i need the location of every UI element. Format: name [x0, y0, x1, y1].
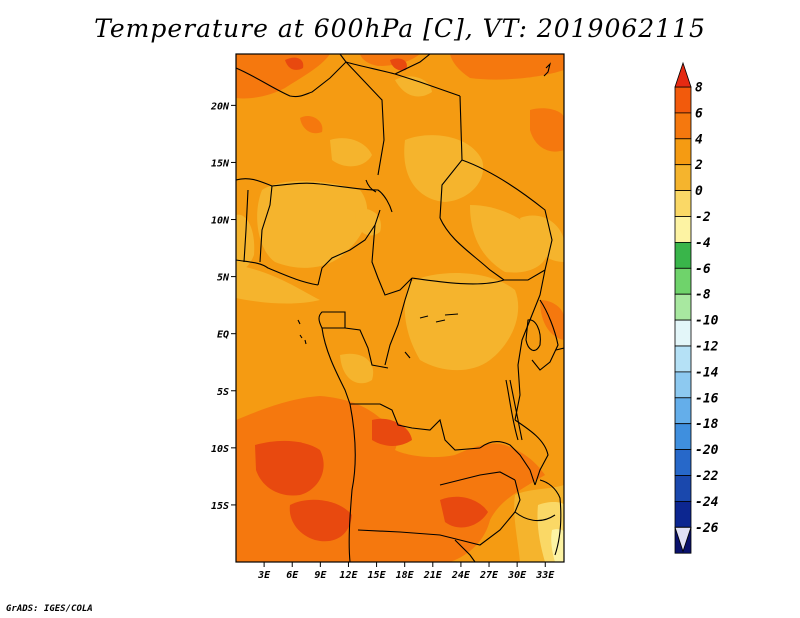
x-tick-label: 30E	[507, 570, 527, 581]
x-tick-label: 21E	[423, 570, 443, 581]
colorbar-segment	[674, 371, 692, 399]
colorbar-label: -8	[695, 288, 711, 303]
colorbar-segment	[674, 216, 692, 243]
colorbar-segment	[674, 190, 692, 217]
field-6-8-cores	[255, 57, 488, 542]
colorbar-label: -22	[695, 469, 719, 484]
colorbar-label: -24	[695, 495, 719, 510]
y-tick-label: EQ	[217, 330, 229, 341]
colorbar-segment	[674, 345, 692, 373]
colorbar-segment	[674, 138, 692, 166]
colorbar-segment	[674, 293, 692, 321]
colorbar-label: 8	[695, 81, 703, 96]
colorbar-label: -12	[695, 340, 719, 355]
colorbar-segment	[674, 475, 692, 502]
colorbar-label: -4	[695, 236, 711, 251]
colorbar-label: -26	[695, 521, 719, 536]
x-tick-label: 33E	[535, 570, 555, 581]
colorbar-label: -6	[695, 262, 711, 277]
colorbar-segment	[674, 86, 692, 114]
x-tick-label: 18E	[396, 570, 415, 581]
y-axis: 20N 15N 10N 5N EQ 5S 10S 15S	[210, 101, 236, 512]
x-tick-label: 15E	[368, 570, 387, 581]
colorbar-label: 0	[695, 184, 703, 199]
colorbar-segment	[674, 319, 692, 347]
credit-text: GrADS: IGES/COLA	[6, 604, 93, 614]
colorbar-segment	[674, 267, 692, 295]
colorbar-segment	[674, 397, 692, 425]
y-tick-label: 15N	[211, 158, 230, 169]
colorbar-label: -14	[695, 365, 719, 380]
colorbar-label: -10	[695, 314, 719, 329]
y-tick-label: 10S	[211, 444, 229, 455]
x-axis: 3E 6E 9E 12E 15E 18E 21E 24E 27E 30E 33E	[257, 562, 555, 581]
field-0-2-patches	[236, 76, 564, 384]
chart-title: Temperature at 600hPa [C], VT: 201906211…	[94, 14, 706, 43]
y-tick-label: 15S	[211, 501, 229, 512]
colorbar-label: -16	[695, 391, 719, 406]
colorbar-label: 2	[694, 158, 703, 173]
colorbar-label: -2	[695, 210, 711, 225]
country-borders	[236, 54, 564, 562]
x-tick-label: 3E	[257, 570, 271, 581]
map-area	[236, 54, 564, 562]
colorbar-label: 6	[695, 106, 703, 121]
colorbar-segment	[674, 112, 692, 140]
x-tick-label: 24E	[451, 570, 471, 581]
colorbar-bottom-arrow	[674, 526, 692, 553]
y-tick-label: 20N	[210, 101, 230, 112]
x-tick-label: 9E	[314, 570, 327, 581]
colorbar-top-arrow	[674, 61, 692, 88]
x-tick-label: 27E	[479, 570, 499, 581]
colorbar-segment	[674, 241, 692, 269]
colorbar-segment	[674, 164, 692, 191]
x-tick-label: 12E	[339, 570, 358, 581]
map-frame	[235, 53, 565, 563]
colorbar-label: -20	[695, 443, 719, 458]
colorbar-label: -18	[695, 417, 719, 432]
colorbar-segment	[674, 500, 692, 528]
x-tick-label: 6E	[286, 570, 299, 581]
colorbar-label: 4	[695, 132, 703, 147]
colorbar: 8 6 4 2 0 -2 -4 -6 -8 -10 -12 -14 -16 -18 -20 -22 -24 -26	[674, 61, 719, 554]
y-tick-label: 10N	[211, 216, 230, 227]
colorbar-segment	[674, 449, 692, 476]
y-tick-label: 5S	[217, 387, 229, 398]
colorbar-segment	[674, 423, 692, 451]
y-tick-label: 5N	[217, 273, 230, 284]
